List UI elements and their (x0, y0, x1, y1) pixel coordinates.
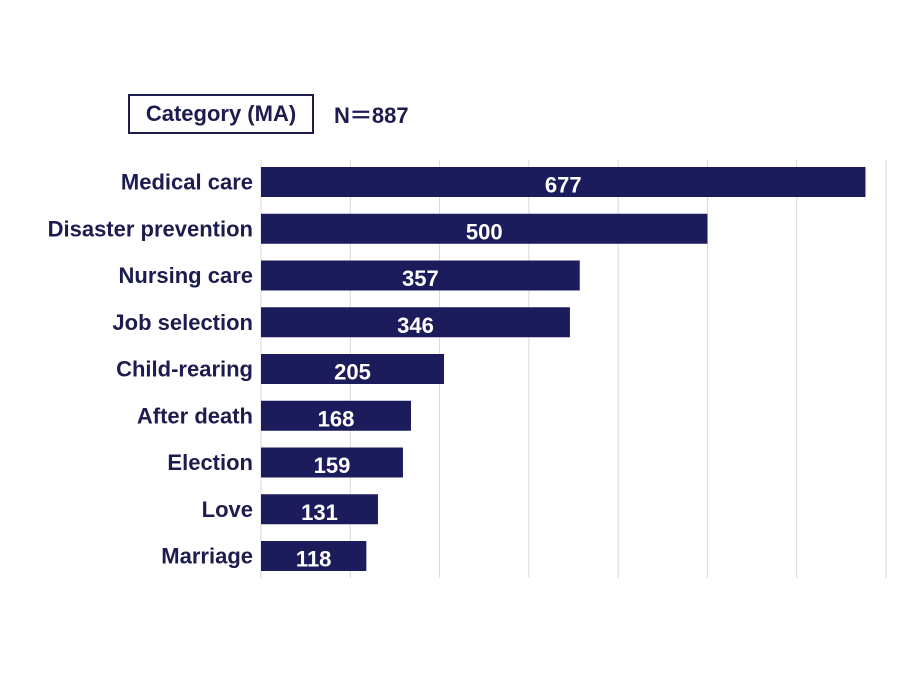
bar (261, 354, 445, 384)
value-label: 346 (397, 313, 434, 338)
category-label: Election (167, 450, 253, 475)
category-labels: Medical care Disaster prevention Nursing c… (48, 170, 253, 569)
category-label-box: Category (MA) (128, 94, 314, 134)
bar (261, 494, 378, 525)
value-label: 118 (296, 547, 332, 572)
value-label: 357 (402, 266, 439, 291)
bar (261, 307, 570, 338)
value-label: 205 (334, 360, 371, 385)
bar (261, 447, 403, 478)
bars (261, 167, 866, 571)
category-label: Nursing care (119, 263, 254, 288)
value-label: 159 (314, 453, 351, 478)
category-label: Disaster prevention (48, 216, 253, 241)
sample-size-label: N＝887 (334, 103, 409, 128)
category-label: Medical care (121, 170, 253, 195)
category-label: Category (MA) (145, 101, 297, 126)
category-label: Job selection (112, 310, 253, 335)
category-label: After death (137, 403, 253, 428)
value-label: 677 (545, 173, 582, 198)
bar (261, 167, 866, 197)
bar (261, 541, 367, 571)
category-label: Marriage (161, 544, 253, 569)
value-label: 500 (466, 219, 503, 244)
category-label: Love (202, 497, 253, 522)
bar (261, 260, 580, 291)
value-label: 168 (318, 406, 355, 431)
value-label: 131 (301, 500, 338, 525)
category-label: Child-rearing (116, 357, 253, 382)
bar (261, 400, 411, 431)
value-labels: 677 500 357 346 205 168 159 131 118 (296, 173, 582, 572)
bar (261, 213, 708, 244)
